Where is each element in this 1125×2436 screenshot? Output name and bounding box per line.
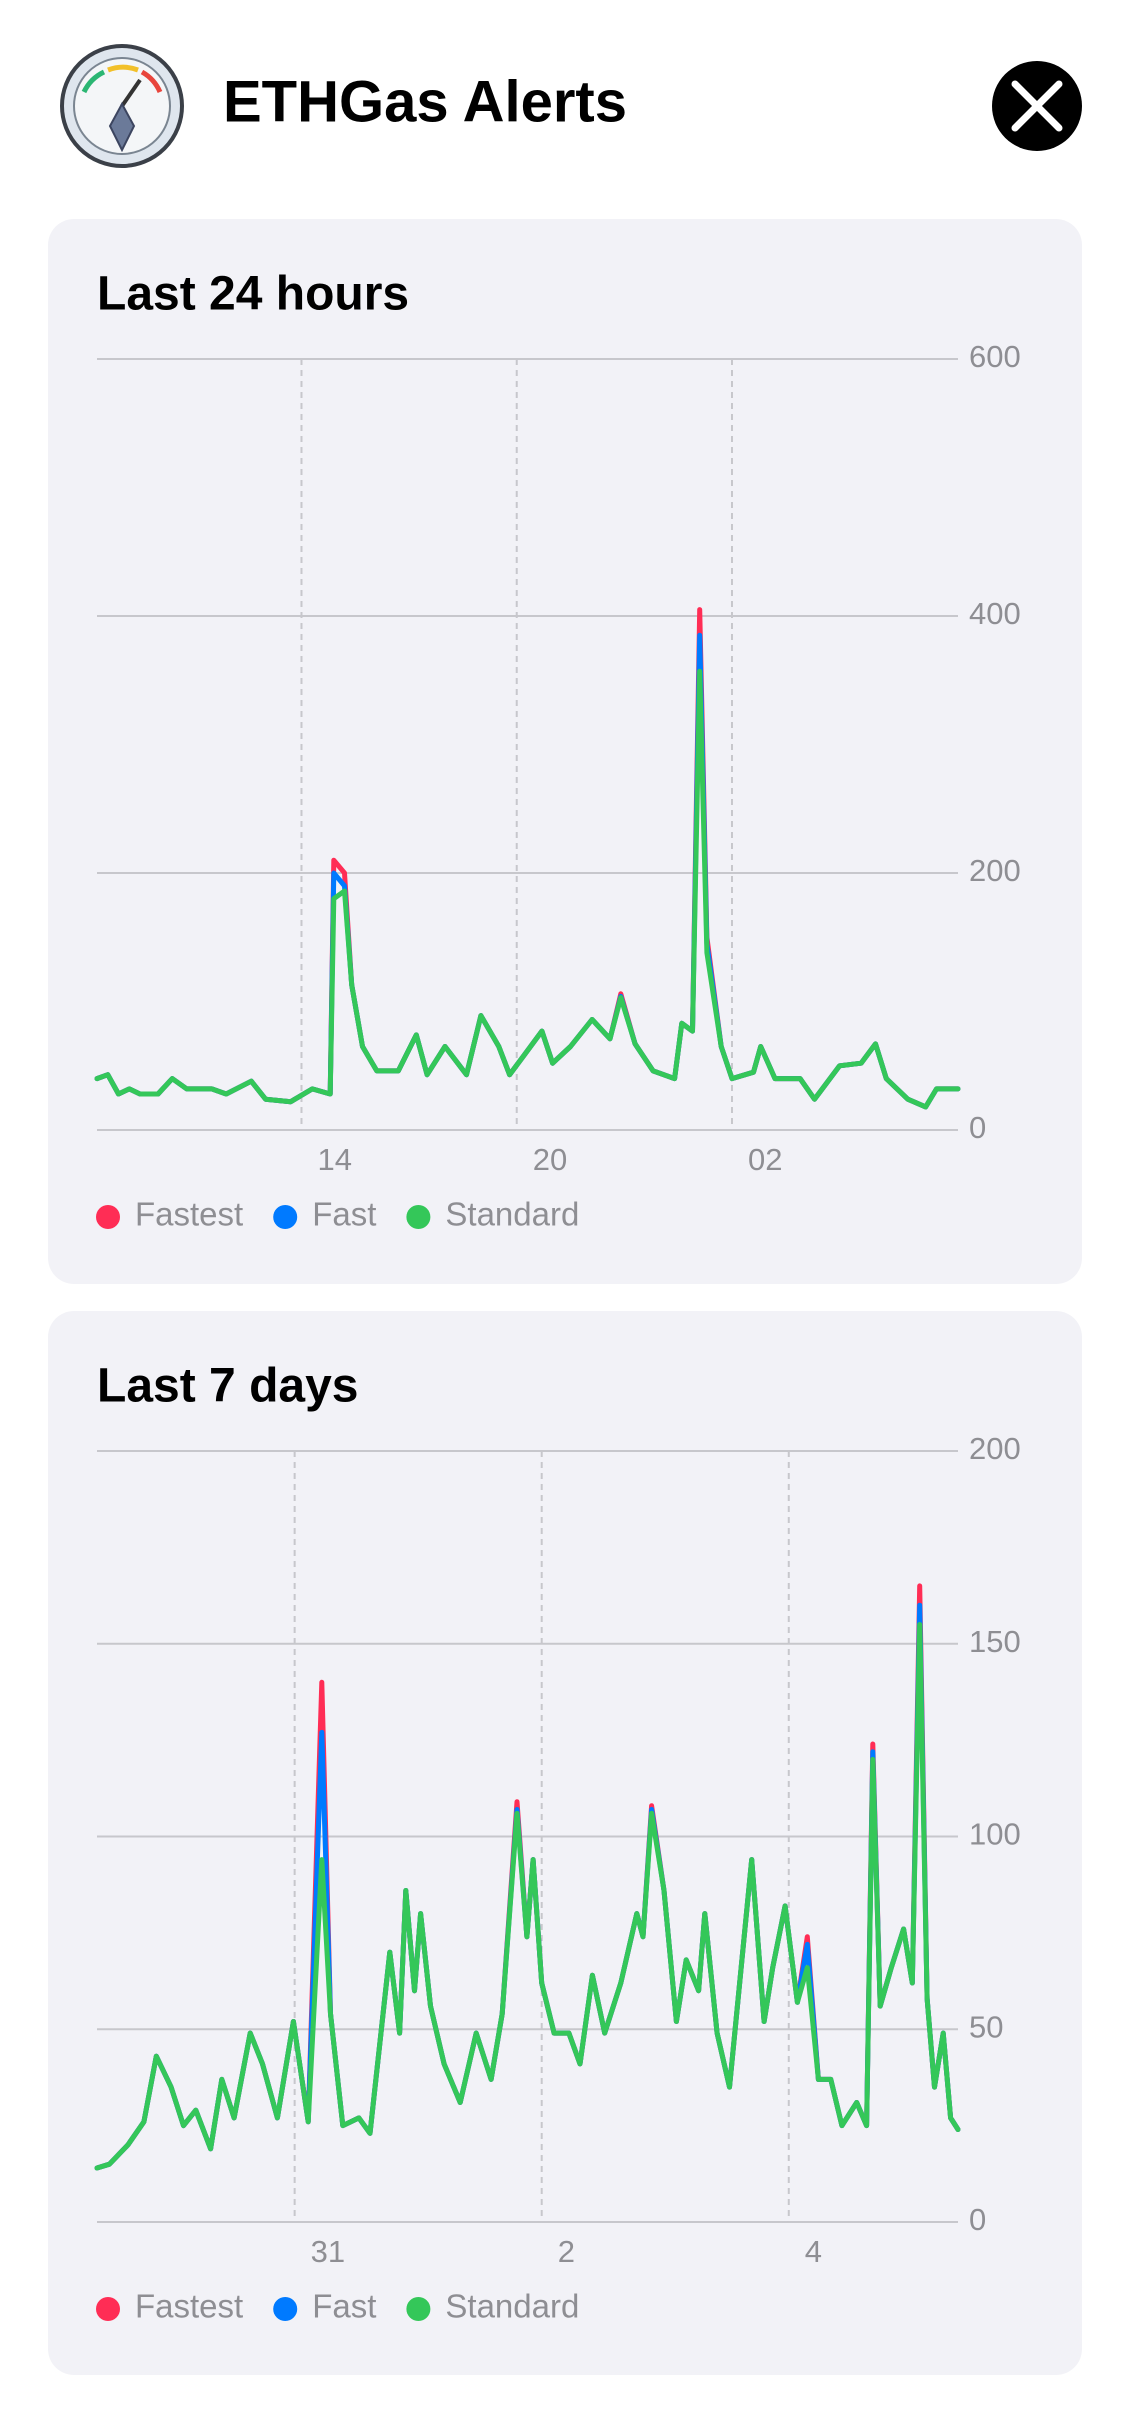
app-icon [60,44,184,168]
y-tick-label: 150 [969,1624,1021,1659]
legend-label: Standard [445,1196,579,1233]
y-tick-label: 100 [969,1817,1021,1852]
legend-label: Fastest [135,2288,243,2325]
legend-swatch [273,2297,298,2321]
legend-swatch [406,1205,431,1229]
series-line [94,668,961,1110]
legend-label: Fast [312,2288,376,2325]
legend-label: Fastest [135,1196,243,1233]
close-button[interactable] [992,61,1082,151]
card [48,219,1082,1284]
x-tick-label: 31 [311,2234,345,2269]
x-tick-label: 02 [748,1142,782,1177]
y-tick-label: 200 [969,1431,1021,1466]
y-tick-label: 400 [969,596,1021,631]
legend-swatch [96,2297,120,2321]
x-tick-label: 4 [805,2234,822,2269]
legend-label: Standard [445,2288,579,2325]
x-tick-label: 2 [558,2234,575,2269]
y-tick-label: 0 [969,1110,986,1145]
app-title: ETHGas Alerts [223,69,627,134]
series-line [94,1622,961,2171]
y-tick-label: 600 [969,339,1021,374]
legend-swatch [406,2297,431,2321]
chart-title: Last 24 hours [97,268,409,321]
y-tick-label: 200 [969,853,1021,888]
legend-swatch [96,1205,120,1229]
card [48,1311,1082,2375]
chart-title: Last 7 days [97,1360,358,1413]
legend-swatch [273,1205,298,1229]
x-tick-label: 14 [317,1142,351,1177]
y-tick-label: 0 [969,2202,986,2237]
legend-label: Fast [312,1196,376,1233]
y-tick-label: 50 [969,2009,1003,2044]
x-tick-label: 20 [533,1142,567,1177]
